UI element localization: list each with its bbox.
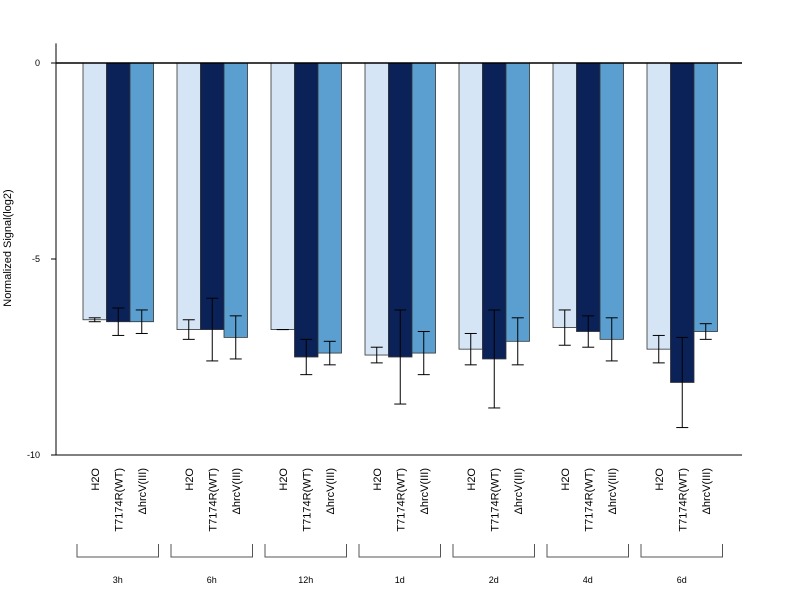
bar-category-label: ΔhrcV(III) bbox=[231, 468, 243, 514]
bar bbox=[670, 62, 695, 383]
bar-category-label: T7174R(WT) bbox=[113, 468, 125, 532]
group-label: 6d bbox=[677, 575, 687, 585]
bar bbox=[364, 62, 389, 356]
group-bracket bbox=[76, 544, 159, 558]
group-label: 6h bbox=[207, 575, 217, 585]
bar bbox=[576, 62, 601, 332]
bar-category-label: ΔhrcV(III) bbox=[607, 468, 619, 514]
group-label: 12h bbox=[298, 575, 313, 585]
bar-category-label: H2O bbox=[654, 468, 666, 491]
bar bbox=[200, 62, 225, 330]
bar-category-label: H2O bbox=[90, 468, 102, 491]
bar bbox=[646, 62, 671, 350]
bar-category-label: T7174R(WT) bbox=[395, 468, 407, 532]
bar-category-label: ΔhrcV(III) bbox=[419, 468, 431, 514]
bar bbox=[411, 62, 436, 354]
group-bracket bbox=[546, 544, 629, 558]
bar bbox=[129, 62, 154, 323]
bar bbox=[599, 62, 624, 340]
y-tick-label: 0 bbox=[35, 58, 40, 68]
group-bracket bbox=[170, 544, 253, 558]
y-tick-label: -5 bbox=[32, 254, 40, 264]
bar bbox=[223, 62, 248, 338]
bar-category-label: H2O bbox=[466, 468, 478, 491]
bar-category-label: T7174R(WT) bbox=[207, 468, 219, 532]
plot-area bbox=[56, 62, 742, 429]
bar bbox=[552, 62, 577, 329]
bar bbox=[693, 62, 718, 332]
bar-category-label: ΔhrcV(III) bbox=[325, 468, 337, 514]
bar bbox=[82, 62, 107, 321]
bar-category-label: T7174R(WT) bbox=[677, 468, 689, 532]
bar-category-label: H2O bbox=[278, 468, 290, 491]
bar-category-label: H2O bbox=[560, 468, 572, 491]
group-bracket bbox=[452, 544, 535, 558]
x-axis: H2O T7174R(WT) ΔhrcV(III) 3h H2O T7174R(WT) Δh… bbox=[56, 454, 742, 585]
y-tick-label: -10 bbox=[27, 450, 40, 460]
group-label: 2d bbox=[489, 575, 499, 585]
bar bbox=[458, 62, 483, 350]
bar-category-label: ΔhrcV(III) bbox=[137, 468, 149, 514]
bar bbox=[317, 62, 342, 354]
y-axis: 0 -5 -10 bbox=[27, 43, 57, 460]
group-label: 4d bbox=[583, 575, 593, 585]
bar bbox=[505, 62, 530, 342]
bar-category-label: T7174R(WT) bbox=[489, 468, 501, 532]
bar bbox=[176, 62, 201, 330]
group-label: 3h bbox=[113, 575, 123, 585]
bar bbox=[270, 62, 295, 330]
group-bracket bbox=[264, 544, 347, 558]
group-bracket bbox=[358, 544, 441, 558]
bar-category-label: ΔhrcV(III) bbox=[701, 468, 713, 514]
bar-category-label: H2O bbox=[372, 468, 384, 491]
bar bbox=[294, 62, 319, 358]
bar-category-label: ΔhrcV(III) bbox=[513, 468, 525, 514]
group-label: 1d bbox=[395, 575, 405, 585]
y-axis-label: Normalized Signal(log2) bbox=[2, 189, 14, 306]
bar bbox=[106, 62, 131, 323]
bar-category-label: T7174R(WT) bbox=[301, 468, 313, 532]
group-bracket bbox=[640, 544, 723, 558]
bar-category-label: T7174R(WT) bbox=[583, 468, 595, 532]
bar-category-label: H2O bbox=[184, 468, 196, 491]
